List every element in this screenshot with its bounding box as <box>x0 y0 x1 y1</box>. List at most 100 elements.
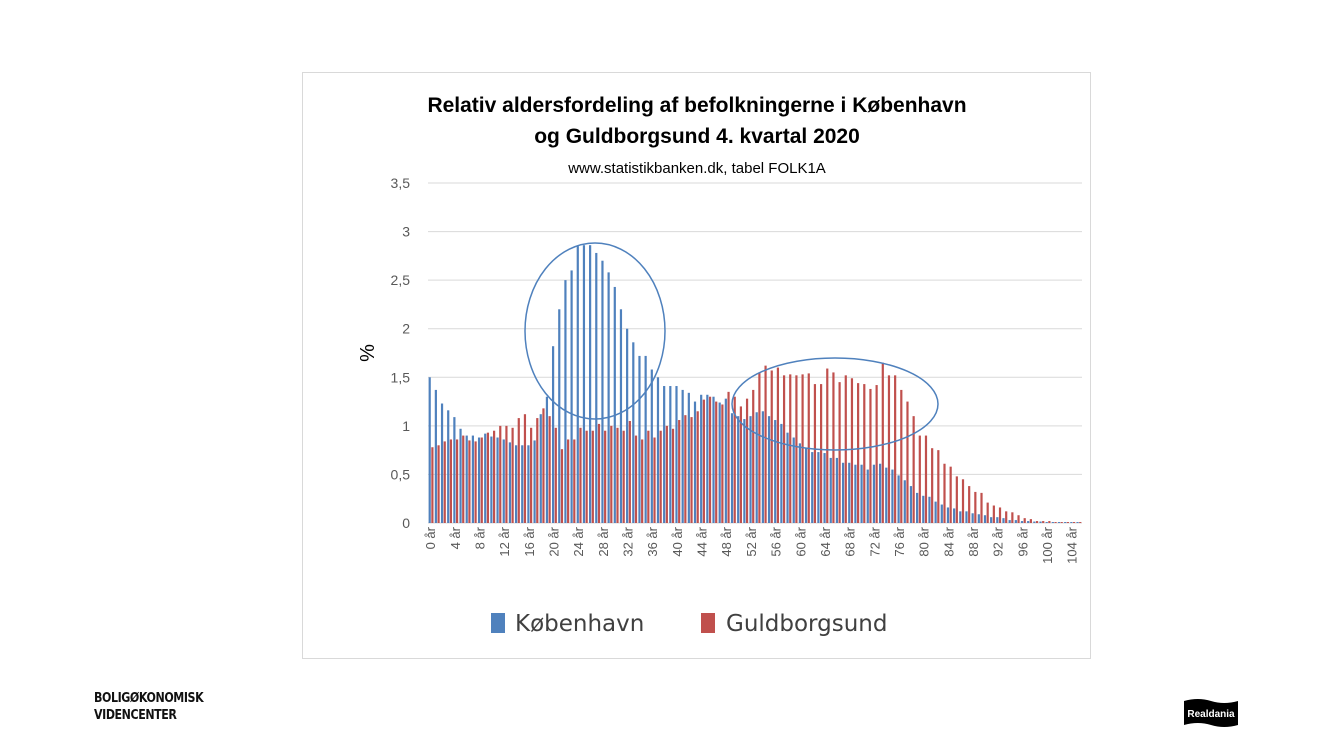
x-tick-label: 52 år <box>744 526 759 556</box>
bar-kobenhavn <box>724 398 727 523</box>
bar-kobenhavn <box>638 355 641 523</box>
bar-kobenhavn <box>878 463 882 523</box>
bar-guldborgsund <box>1035 521 1039 523</box>
bar-guldborgsund <box>579 427 582 523</box>
bar-kobenhavn <box>527 445 530 523</box>
logo-line2: VIDENCENTER <box>94 708 177 723</box>
bar-guldborgsund <box>591 430 594 523</box>
bar-kobenhavn <box>860 464 863 523</box>
bar-kobenhavn <box>755 412 758 523</box>
bar-guldborgsund <box>887 375 891 523</box>
bar-guldborgsund <box>900 389 903 523</box>
bar-kobenhavn <box>835 457 839 523</box>
bar-kobenhavn <box>780 423 783 523</box>
bar-kobenhavn <box>718 402 721 523</box>
bar-guldborgsund <box>616 427 619 523</box>
bar-kobenhavn <box>693 401 697 523</box>
bar-guldborgsund <box>770 370 773 523</box>
legend-label-kobenhavn: København <box>515 611 644 637</box>
bar-kobenhavn <box>663 386 666 523</box>
bar-kobenhavn <box>811 452 814 523</box>
bar-kobenhavn <box>946 507 950 523</box>
bar-guldborgsund <box>610 425 613 523</box>
bar-kobenhavn <box>965 511 968 523</box>
bar-guldborgsund <box>881 362 884 523</box>
realdania-logo-text: Realdania <box>1187 709 1235 720</box>
bar-kobenhavn <box>1057 522 1061 523</box>
bar-guldborgsund <box>1017 515 1020 523</box>
bar-kobenhavn <box>743 419 746 523</box>
bar-kobenhavn <box>1076 522 1079 523</box>
x-tick-label: 20 år <box>546 526 561 556</box>
bar-guldborgsund <box>764 365 767 523</box>
bar-kobenhavn <box>613 286 616 523</box>
bar-kobenhavn <box>545 396 549 523</box>
bar-kobenhavn <box>700 394 703 523</box>
chart-frame <box>302 72 1091 659</box>
bar-guldborgsund <box>819 384 823 523</box>
bar-kobenhavn <box>576 246 579 523</box>
bar-guldborgsund <box>641 439 644 523</box>
bar-guldborgsund <box>659 430 662 523</box>
bar-guldborgsund <box>943 463 946 523</box>
bar-guldborgsund <box>653 437 656 523</box>
bar-kobenhavn <box>841 462 845 523</box>
legend-swatch-guldborgsund <box>701 613 715 633</box>
bar-kobenhavn <box>706 394 709 523</box>
bar-guldborgsund <box>523 414 527 523</box>
bar-guldborgsund <box>499 425 502 523</box>
bar-kobenhavn <box>848 462 851 523</box>
bar-guldborgsund <box>924 435 928 523</box>
bar-kobenhavn <box>434 389 437 523</box>
bar-guldborgsund <box>443 441 446 523</box>
bar-guldborgsund <box>511 427 514 523</box>
bar-kobenhavn <box>1008 520 1011 523</box>
bar-kobenhavn <box>749 416 752 523</box>
y-tick-label: 0 <box>402 515 410 531</box>
bar-guldborgsund <box>1023 518 1026 523</box>
bar-kobenhavn <box>564 280 567 523</box>
bar-kobenhavn <box>854 464 857 523</box>
x-tick-label: 8 år <box>472 526 487 549</box>
bar-kobenhavn <box>632 342 635 523</box>
bar-guldborgsund <box>745 398 749 523</box>
bar-guldborgsund <box>1005 511 1008 523</box>
bar-guldborgsund <box>1079 522 1082 523</box>
bar-guldborgsund <box>739 406 742 523</box>
bar-guldborgsund <box>604 430 607 523</box>
bar-guldborgsund <box>622 430 625 523</box>
bar-kobenhavn <box>983 515 987 523</box>
bar-kobenhavn <box>1014 520 1017 523</box>
bar-kobenhavn <box>1020 521 1024 523</box>
x-tick-label: 12 år <box>497 526 512 556</box>
x-tick-label: 92 år <box>991 526 1006 556</box>
x-tick-label: 36 år <box>645 526 660 556</box>
bar-kobenhavn <box>792 437 795 523</box>
bar-kobenhavn <box>1051 522 1054 523</box>
bar-kobenhavn <box>823 453 826 523</box>
x-tick-label: 32 år <box>621 526 636 556</box>
bar-guldborgsund <box>1011 512 1014 523</box>
bar-guldborgsund <box>752 389 755 523</box>
bar-kobenhavn <box>829 457 832 523</box>
bar-guldborgsund <box>998 507 1002 523</box>
bar-guldborgsund <box>486 432 490 523</box>
x-tick-label: 64 år <box>818 526 833 556</box>
bar-kobenhavn <box>508 442 512 523</box>
bar-guldborgsund <box>517 418 520 523</box>
bar-guldborgsund <box>869 388 872 523</box>
bar-kobenhavn <box>601 260 604 523</box>
bar-guldborgsund <box>782 375 786 523</box>
y-tick-label: 1 <box>402 418 410 434</box>
bar-kobenhavn <box>558 309 561 523</box>
x-tick-label: 104 år <box>1065 526 1080 564</box>
y-axis-label: % <box>357 344 379 362</box>
bar-guldborgsund <box>1054 522 1057 523</box>
x-tick-label: 4 år <box>448 526 463 549</box>
bar-kobenhavn <box>502 439 505 523</box>
bar-guldborgsund <box>801 374 804 523</box>
bar-kobenhavn <box>922 495 925 523</box>
bar-kobenhavn <box>953 508 956 523</box>
bar-guldborgsund <box>850 378 854 523</box>
